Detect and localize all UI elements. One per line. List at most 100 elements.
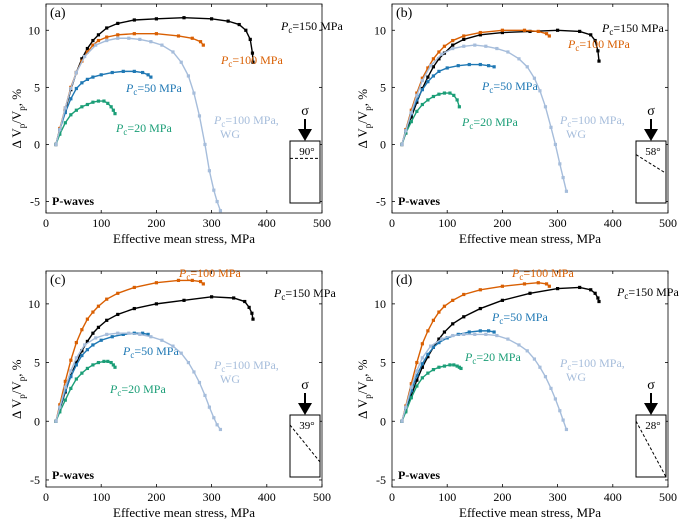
data-point-pc150 xyxy=(556,28,560,32)
series-line-wg xyxy=(401,333,568,430)
data-point-wg xyxy=(400,142,404,147)
data-point-pc100 xyxy=(74,341,78,345)
data-point-pc150 xyxy=(74,360,78,365)
data-point-wg xyxy=(197,380,202,385)
data-point-pc20 xyxy=(426,371,430,375)
angle-label: 28° xyxy=(645,420,660,432)
data-point-wg xyxy=(532,357,537,361)
data-point-pc20 xyxy=(111,363,115,367)
x-tick-label: 300 xyxy=(203,216,221,230)
data-point-pc100 xyxy=(96,38,101,43)
data-point-pc50 xyxy=(121,69,125,73)
series-label-rest: =50 MPa xyxy=(134,344,179,358)
data-point-wg xyxy=(558,409,562,413)
data-point-pc150 xyxy=(105,318,109,322)
series-label-rest: =100 MPa, xyxy=(225,113,278,127)
data-point-pc20 xyxy=(437,92,441,96)
x-tick-label: 500 xyxy=(313,490,331,504)
data-point-wg xyxy=(517,57,521,61)
sigma-symbol: σ xyxy=(301,104,309,119)
series-label-pc100: Pc=100 MPa xyxy=(178,266,241,282)
data-point-pc100 xyxy=(420,342,424,346)
y-axis-label-part: Δ V xyxy=(355,398,370,419)
data-point-pc100 xyxy=(69,358,73,362)
data-point-wg xyxy=(69,369,73,373)
data-point-pc20 xyxy=(111,108,115,112)
data-point-wg xyxy=(54,419,58,423)
data-point-pc150 xyxy=(80,349,84,353)
series-label-p: P xyxy=(461,115,470,129)
series-label-sub: c xyxy=(624,291,628,301)
series-label-pc20: Pc=20 MPa xyxy=(109,382,166,398)
data-point-pc50 xyxy=(99,73,103,77)
wave-label: P-waves xyxy=(52,194,94,208)
data-point-pc150 xyxy=(589,288,593,292)
data-point-pc50 xyxy=(409,389,413,393)
data-point-pc150 xyxy=(91,331,95,335)
data-point-pc150 xyxy=(248,37,252,42)
sample-box xyxy=(635,414,667,478)
data-point-pc50 xyxy=(415,373,419,378)
data-point-wg xyxy=(116,331,120,335)
data-point-pc20 xyxy=(74,377,78,381)
series-label-rest: =100 MPa, xyxy=(571,356,624,370)
data-point-pc50 xyxy=(420,88,424,92)
data-point-wg xyxy=(506,50,510,54)
data-point-wg xyxy=(538,89,542,93)
data-point-pc20 xyxy=(96,99,101,103)
data-point-pc50 xyxy=(149,75,153,79)
data-point-pc150 xyxy=(596,296,600,300)
sigma-symbol: σ xyxy=(301,378,309,393)
data-point-wg xyxy=(409,385,413,389)
x-tick-label: 100 xyxy=(438,216,456,230)
data-point-wg xyxy=(409,110,413,115)
data-point-pc100 xyxy=(176,278,181,282)
sample-box xyxy=(635,140,667,204)
y-axis-label-part: Δ V xyxy=(355,128,370,149)
data-point-pc150 xyxy=(132,306,136,311)
data-point-pc50 xyxy=(99,338,103,342)
plot-frame xyxy=(45,270,323,488)
data-point-pc50 xyxy=(141,70,145,75)
data-point-pc50 xyxy=(146,73,150,77)
data-point-pc100 xyxy=(415,360,419,365)
data-point-pc100 xyxy=(431,318,435,322)
panel-label: (b) xyxy=(396,6,413,21)
data-point-pc50 xyxy=(85,77,89,81)
series-label-rest: =20 MPa xyxy=(473,115,518,129)
data-point-wg xyxy=(561,175,565,180)
plot-frame xyxy=(45,3,323,214)
data-point-pc150 xyxy=(426,75,430,79)
data-point-pc100 xyxy=(536,29,540,34)
y-tick-label: 0 xyxy=(34,137,40,151)
data-point-pc100 xyxy=(198,40,203,44)
data-point-pc100 xyxy=(190,36,194,40)
sample-box xyxy=(289,414,321,478)
y-axis-label-part: p xyxy=(17,394,27,399)
data-point-pc50 xyxy=(69,375,73,379)
y-tick-label: -5 xyxy=(376,473,386,487)
series-label-p: P xyxy=(109,382,118,396)
data-point-pc100 xyxy=(544,282,549,286)
data-point-pc50 xyxy=(141,331,145,335)
data-point-pc20 xyxy=(420,102,424,107)
series-label-line2: WG xyxy=(566,127,586,141)
series-label-p: P xyxy=(511,266,520,280)
data-point-pc150 xyxy=(85,339,89,344)
series-label-wg: Pc=100 MPa, xyxy=(213,358,279,374)
data-point-pc50 xyxy=(467,62,471,67)
x-tick-label: 0 xyxy=(43,216,49,230)
data-point-wg xyxy=(207,169,211,173)
data-point-pc150 xyxy=(251,317,255,321)
y-axis-label-part: , % xyxy=(9,359,24,377)
data-point-pc150 xyxy=(96,325,101,329)
data-point-pc20 xyxy=(415,384,419,388)
data-point-pc100 xyxy=(154,281,158,285)
series-label-pc50: Pc=50 MPa xyxy=(481,79,538,95)
data-point-pc100 xyxy=(198,279,203,284)
y-tick-label: 10 xyxy=(28,23,40,37)
data-point-wg xyxy=(83,343,87,347)
y-axis-label-part: p xyxy=(363,123,373,128)
y-axis-label-part: /V xyxy=(9,110,24,124)
